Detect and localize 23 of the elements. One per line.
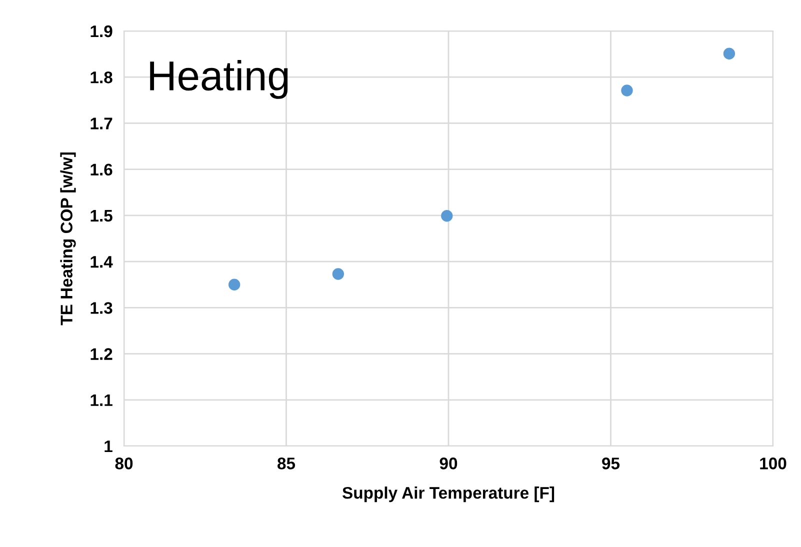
point bbox=[723, 48, 736, 60]
y-axis-title: TE Heating COP [w/w] bbox=[60, 152, 76, 326]
y-tick-label: 1.2 bbox=[90, 348, 112, 360]
point bbox=[621, 84, 633, 96]
y-tick-label: 1.7 bbox=[90, 118, 112, 130]
y-tick-label: 1 bbox=[104, 440, 112, 452]
annotation: Heating bbox=[150, 60, 288, 99]
y-tick-label: 1.3 bbox=[90, 302, 112, 314]
point bbox=[441, 210, 453, 222]
y-tick-label: 1.8 bbox=[90, 72, 112, 84]
x-tick-label: 100 bbox=[760, 458, 786, 470]
y-tick-label: 1.4 bbox=[90, 256, 113, 268]
x-tick-label: 95 bbox=[602, 458, 620, 470]
point bbox=[228, 278, 240, 290]
y-tick-label: 1.6 bbox=[90, 164, 112, 176]
point bbox=[332, 268, 344, 280]
y-tick-label: 1.9 bbox=[90, 25, 112, 38]
y-tick-label: 1.1 bbox=[90, 394, 112, 406]
x-axis-title: Supply Air Temperature [F] bbox=[342, 486, 554, 502]
x-tick-label: 90 bbox=[440, 458, 458, 470]
y-tick-label: 1.5 bbox=[90, 210, 112, 222]
x-tick-label: 80 bbox=[115, 458, 133, 470]
x-tick-label: 85 bbox=[278, 458, 296, 470]
